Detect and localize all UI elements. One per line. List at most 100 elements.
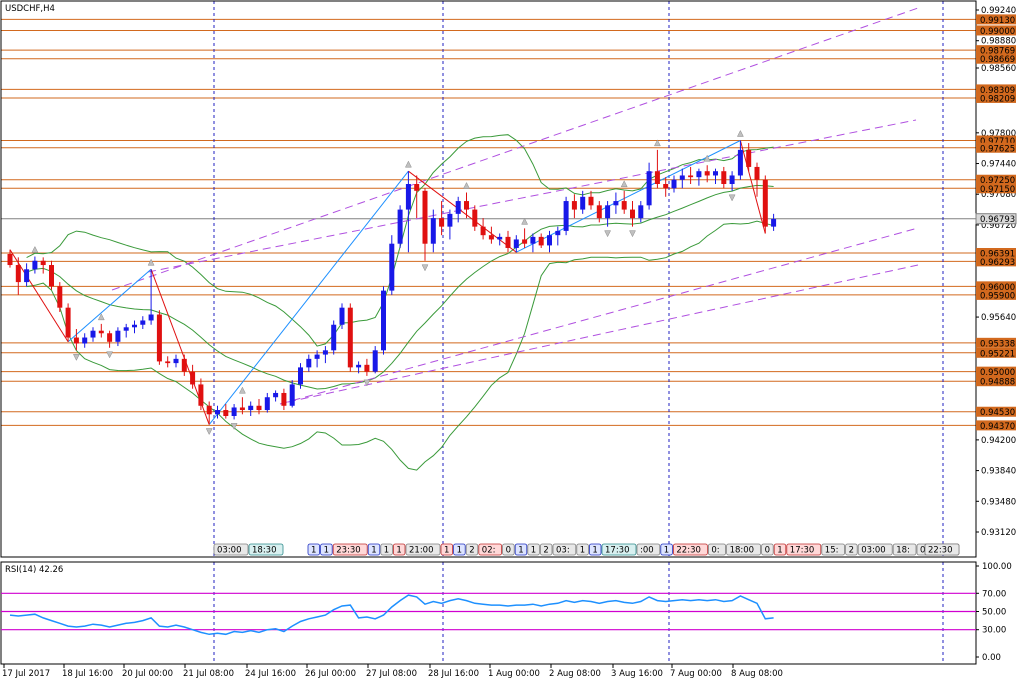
candle-bear[interactable] (630, 209, 635, 219)
event-tag[interactable] (892, 543, 917, 556)
candle-bear[interactable] (663, 184, 669, 189)
candle-bull[interactable] (563, 201, 569, 231)
candle-bull[interactable] (123, 327, 129, 331)
event-tag[interactable] (307, 543, 321, 556)
candle-bear[interactable] (654, 171, 660, 184)
candle-bull[interactable] (264, 397, 270, 411)
candle-bear[interactable] (40, 260, 46, 266)
candle-bull[interactable] (771, 218, 777, 227)
event-tag[interactable] (332, 543, 368, 556)
candle-bear[interactable] (198, 384, 204, 406)
candle-bull[interactable] (372, 350, 378, 372)
candle-bull[interactable] (671, 179, 677, 189)
candle-bear[interactable] (588, 196, 594, 206)
candle-bear[interactable] (571, 201, 577, 210)
candle-bull[interactable] (132, 324, 137, 328)
candle-bear[interactable] (762, 179, 768, 227)
candle-bull[interactable] (605, 205, 611, 219)
candle-bear[interactable] (464, 201, 469, 210)
candle-bull[interactable] (513, 239, 519, 248)
event-tag[interactable] (502, 543, 515, 556)
candle-bull[interactable] (215, 410, 220, 415)
event-tag[interactable] (857, 543, 893, 556)
candle-bear[interactable] (704, 171, 710, 176)
candle-bear[interactable] (73, 337, 79, 344)
candle-bull[interactable] (289, 384, 295, 406)
candle-bear[interactable] (107, 333, 113, 342)
candle-bull[interactable] (555, 230, 561, 236)
candle-bull[interactable] (356, 364, 362, 368)
candle-bull[interactable] (339, 307, 345, 325)
candle-bear[interactable] (472, 209, 478, 227)
event-tag[interactable] (552, 543, 577, 556)
event-tag[interactable] (478, 543, 502, 556)
candle-bull[interactable] (737, 149, 743, 176)
event-tag[interactable] (514, 543, 528, 556)
candle-bull[interactable] (713, 171, 718, 176)
candle-bull[interactable] (90, 330, 96, 338)
candle-bull[interactable] (173, 358, 179, 364)
candle-bear[interactable] (721, 171, 727, 184)
candle-bear[interactable] (7, 253, 13, 266)
candle-bull[interactable] (82, 337, 88, 344)
candle-bear[interactable] (57, 286, 63, 308)
event-tag[interactable] (213, 543, 249, 556)
candle-bull[interactable] (447, 213, 453, 227)
candle-bull[interactable] (613, 201, 619, 206)
candle-bear[interactable] (98, 330, 104, 334)
event-tag[interactable] (821, 543, 845, 556)
candle-bear[interactable] (239, 407, 245, 411)
candle-bear[interactable] (505, 236, 511, 248)
candle-bear[interactable] (480, 226, 486, 236)
candle-bull[interactable] (729, 175, 735, 184)
candle-bear[interactable] (156, 314, 162, 362)
candle-bear[interactable] (49, 265, 54, 287)
event-tag[interactable] (660, 543, 673, 556)
candle-bull[interactable] (580, 196, 586, 210)
candle-bull[interactable] (696, 171, 702, 178)
candle-bear[interactable] (206, 405, 212, 415)
candle-bull[interactable] (547, 235, 552, 246)
event-tag[interactable] (392, 543, 406, 556)
candle-bull[interactable] (646, 171, 652, 206)
candle-bull[interactable] (115, 330, 121, 342)
candle-bear[interactable] (15, 265, 21, 283)
candle-bear[interactable] (522, 239, 528, 244)
candle-bull[interactable] (455, 201, 461, 214)
event-tag[interactable] (440, 543, 454, 556)
candle-bull[interactable] (24, 269, 30, 283)
candle-bear[interactable] (364, 364, 370, 372)
event-tag[interactable] (845, 543, 858, 556)
candle-bull[interactable] (638, 205, 644, 219)
candle-bull[interactable] (331, 324, 337, 351)
event-tag[interactable] (540, 543, 553, 556)
candle-bear[interactable] (190, 371, 196, 385)
candle-bull[interactable] (397, 209, 403, 244)
candle-bear[interactable] (256, 405, 262, 411)
candlestick-series[interactable] (7, 140, 777, 425)
candle-bull[interactable] (231, 407, 237, 416)
candle-bull[interactable] (679, 175, 685, 180)
event-tag[interactable] (576, 543, 589, 556)
candle-bear[interactable] (488, 235, 494, 240)
event-tag[interactable] (380, 543, 393, 556)
candle-bear[interactable] (754, 166, 760, 180)
event-tag[interactable] (761, 543, 774, 556)
candle-bull[interactable] (497, 236, 503, 240)
candle-bull[interactable] (405, 184, 411, 210)
candle-bear[interactable] (621, 201, 627, 210)
event-tag[interactable] (786, 543, 822, 556)
candle-bull[interactable] (530, 236, 536, 244)
candle-bull[interactable] (314, 354, 320, 359)
candle-bear[interactable] (596, 205, 602, 219)
candle-bear[interactable] (347, 307, 353, 368)
candle-bear[interactable] (688, 175, 694, 178)
candle-bear[interactable] (181, 358, 187, 372)
event-tag[interactable] (465, 543, 479, 556)
event-tags[interactable]: 03:00 18:30 1 1 23:30 1 1 1 21:00 1 1 2 02: 0 1 1 2 03: 1 1… (213, 543, 960, 556)
event-tag[interactable] (589, 543, 602, 556)
candle-bear[interactable] (439, 218, 445, 227)
candle-bear[interactable] (165, 361, 171, 364)
candle-bull[interactable] (381, 290, 386, 351)
candle-bull[interactable] (306, 358, 312, 368)
